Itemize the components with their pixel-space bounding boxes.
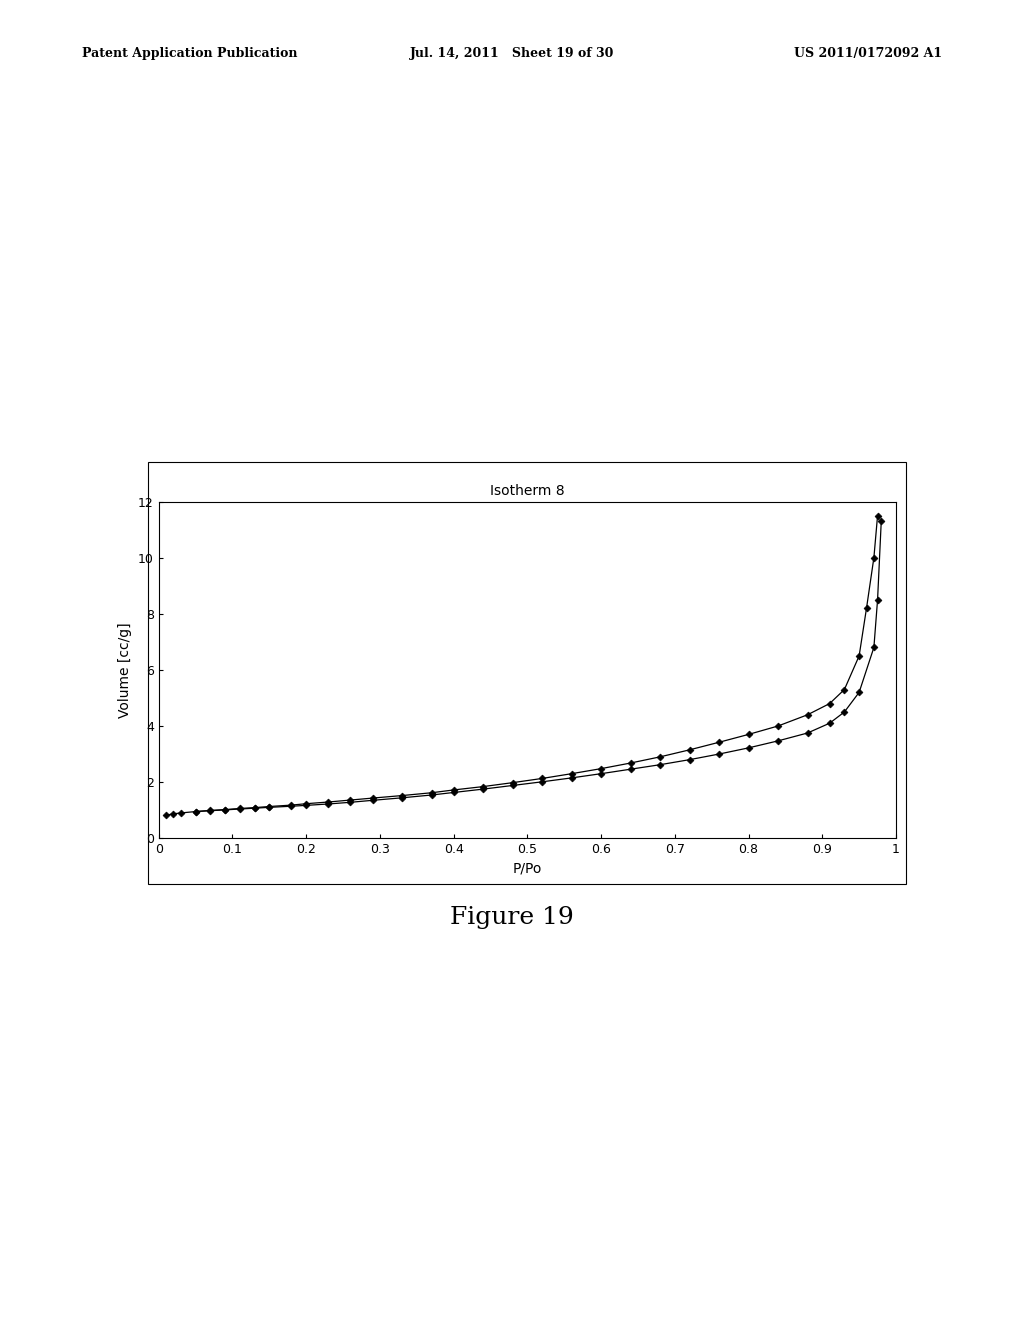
- Text: Patent Application Publication: Patent Application Publication: [82, 46, 297, 59]
- Text: US 2011/0172092 A1: US 2011/0172092 A1: [794, 46, 942, 59]
- Y-axis label: Volume [cc/g]: Volume [cc/g]: [119, 622, 132, 718]
- Title: Isotherm 8: Isotherm 8: [490, 483, 564, 498]
- Text: Jul. 14, 2011   Sheet 19 of 30: Jul. 14, 2011 Sheet 19 of 30: [410, 46, 614, 59]
- X-axis label: P/Po: P/Po: [513, 862, 542, 875]
- Text: Figure 19: Figure 19: [451, 906, 573, 929]
